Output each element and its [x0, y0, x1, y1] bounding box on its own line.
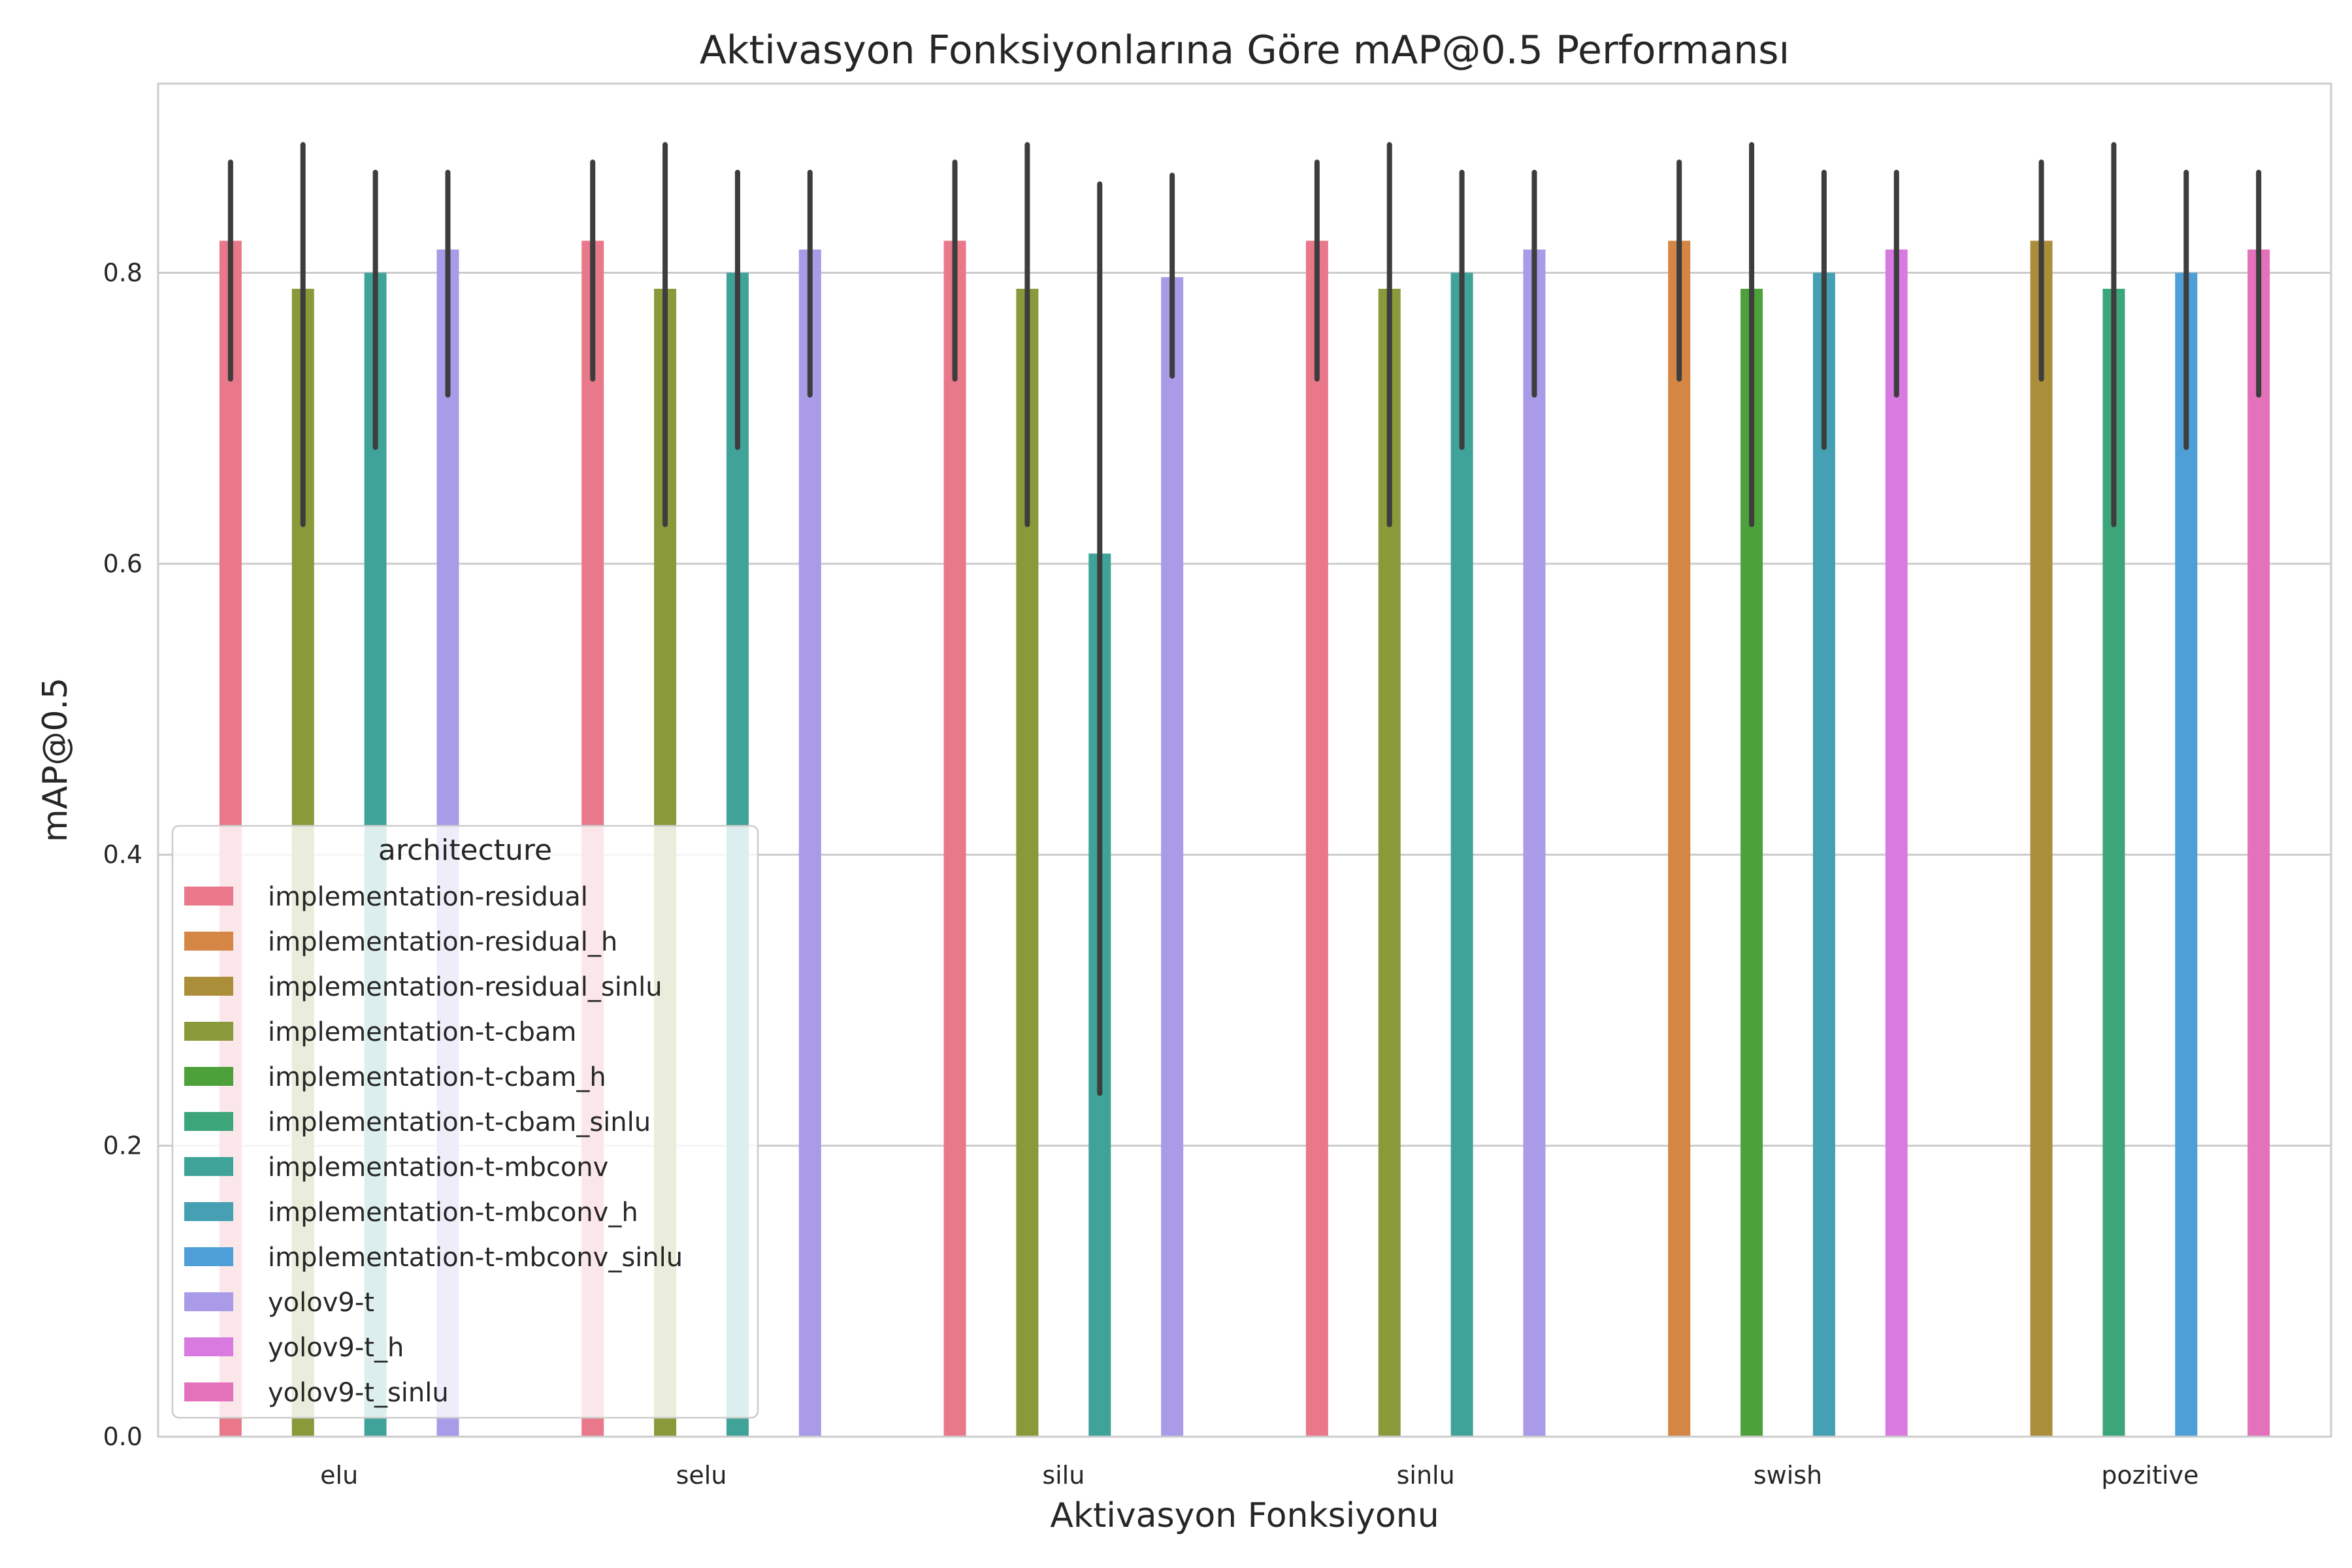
legend-label: implementation-t-cbam_h [268, 1062, 606, 1092]
legend-label: implementation-residual_h [268, 927, 617, 957]
legend-label: implementation-residual [268, 882, 588, 912]
bar [1523, 249, 1546, 1437]
x-axis-title: Aktivasyon Fonksiyonu [1050, 1496, 1439, 1535]
y-tick-label: 0.4 [103, 840, 142, 869]
bar [1305, 240, 1328, 1437]
bar [2247, 249, 2270, 1437]
bar [1450, 272, 1473, 1437]
chart-title: Aktivasyon Fonksiyonlarına Göre mAP@0.5 … [700, 27, 1789, 73]
legend-swatch [184, 1247, 233, 1266]
legend-items: implementation-residual implementation-re… [184, 882, 683, 1408]
y-tick-label: 0.0 [103, 1422, 142, 1451]
x-tick-labels: elu selu silu sinlu swish pozitive [320, 1461, 2198, 1490]
y-tick-label: 0.2 [103, 1132, 142, 1160]
legend-title: architecture [378, 834, 552, 867]
x-tick-label: selu [676, 1461, 727, 1490]
plot-frame [157, 82, 2332, 1438]
y-tick-label: 0.6 [103, 549, 142, 578]
legend-label: implementation-residual_sinlu [268, 972, 662, 1002]
legend-swatch [184, 1337, 233, 1356]
bar [1668, 240, 1691, 1437]
legend-label: implementation-t-mbconv_sinlu [268, 1243, 683, 1273]
error-bars [227, 142, 2262, 1096]
y-axis-title: mAP@0.5 [36, 678, 75, 842]
x-tick-label: swish [1754, 1461, 1822, 1490]
legend-label: yolov9-t [268, 1288, 374, 1318]
x-tick-label: pozitive [2101, 1461, 2198, 1490]
bar [1885, 249, 1908, 1437]
legend-label: implementation-t-cbam_sinlu [268, 1107, 651, 1137]
legend-box [171, 825, 759, 1419]
legend-label: implementation-t-cbam [268, 1017, 576, 1047]
legend-swatch [184, 1292, 233, 1311]
x-tick-label: elu [320, 1461, 358, 1490]
bar [2175, 272, 2198, 1437]
legend-swatch [184, 1382, 233, 1401]
legend-swatch [184, 932, 233, 951]
legend: architecture implementation-residualimpl… [171, 825, 759, 1419]
x-tick-label: silu [1042, 1461, 1085, 1490]
legend-swatch [184, 887, 233, 906]
x-tick-label: sinlu [1397, 1461, 1455, 1490]
bar [2030, 240, 2053, 1437]
bar [1812, 272, 1835, 1437]
legend-swatch [184, 1067, 233, 1086]
legend-swatch [184, 1202, 233, 1221]
legend-label: yolov9-t_sinlu [268, 1378, 449, 1408]
legend-label: implementation-t-mbconv_h [268, 1198, 638, 1228]
bar [798, 249, 821, 1437]
legend-label: implementation-t-mbconv [268, 1152, 608, 1183]
y-tick-label: 0.8 [103, 258, 142, 287]
legend-label: yolov9-t_h [268, 1333, 404, 1363]
legend-swatch [184, 1112, 233, 1131]
y-tick-labels: 0.0 0.2 0.4 0.6 0.8 [103, 258, 142, 1451]
bar [1161, 277, 1184, 1437]
legend-swatch [184, 1157, 233, 1176]
bar [943, 240, 966, 1437]
legend-swatch [184, 1022, 233, 1041]
legend-swatch [184, 977, 233, 996]
